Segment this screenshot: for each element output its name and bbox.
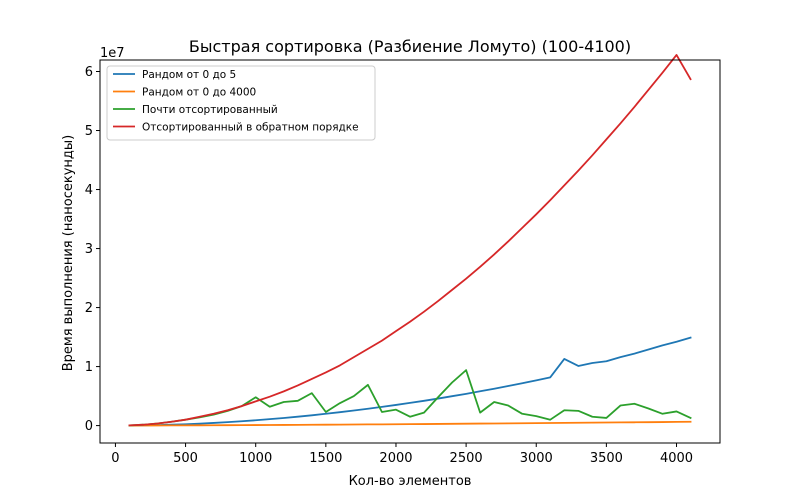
x-axis-label: Кол-во элементов [349,474,472,489]
y-tick-label: 6 [85,65,93,80]
legend-label-1: Рандом от 0 до 5 [142,69,236,81]
legend-label-3: Почти отсортированный [142,104,278,116]
x-tick-label: 3500 [590,451,623,466]
y-tick-label: 5 [85,124,93,139]
chart-title: Быстрая сортировка (Разбиение Ломуто) (1… [189,37,631,56]
x-tick-label: 1500 [309,451,342,466]
x-tick-label: 4000 [660,451,693,466]
series-line-4 [128,54,692,427]
x-tick-label: 1000 [239,451,272,466]
series-line-1 [128,336,692,427]
y-tick-label: 2 [85,301,93,316]
series-line-2 [128,420,692,427]
y-tick-label: 1 [85,360,93,375]
y-axis-offset-label: 1e7 [100,46,125,61]
legend: Рандом от 0 до 5 Рандом от 0 до 4000 Почти… [106,65,376,141]
x-tick-label: 3000 [520,451,553,466]
y-tick-label: 3 [85,242,93,257]
legend-label-2: Рандом от 0 до 4000 [142,87,256,99]
y-axis-label: Время выполнения (наносекунды) [61,135,76,372]
x-tick-label: 2000 [379,451,412,466]
x-tick-label: 2500 [450,451,483,466]
legend-label-4: Отсортированный в обратном порядке [142,122,359,134]
y-tick-label: 0 [85,419,93,434]
axes-frame [99,59,721,444]
y-tick-label: 4 [85,183,93,198]
x-tick-label: 0 [111,451,119,466]
legend-box [106,65,376,141]
x-tick-label: 500 [173,451,198,466]
